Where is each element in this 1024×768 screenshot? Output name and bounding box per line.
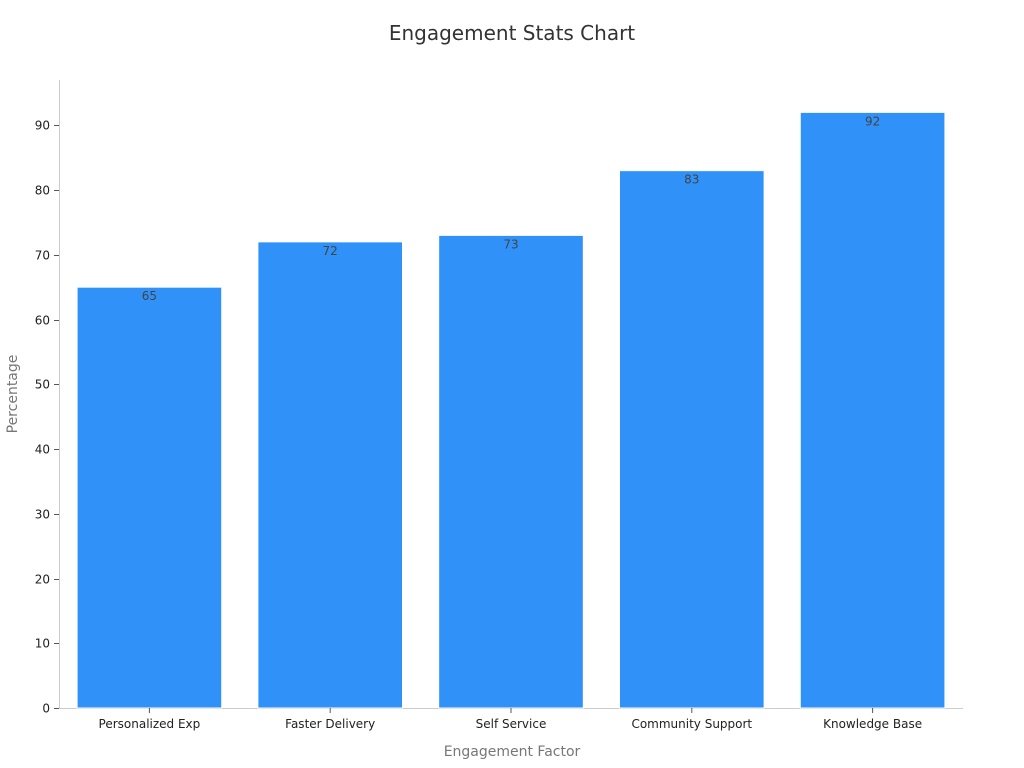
y-tick-label: 80 [35,184,50,198]
bar [618,170,765,709]
y-tick-label: 30 [35,508,50,522]
x-tick-label: Community Support [631,717,752,731]
y-tick-label: 10 [35,637,50,651]
bar-value-label: 73 [503,237,518,251]
y-tick-label: 60 [35,314,50,328]
y-tick-label: 0 [42,702,50,716]
bar [799,111,946,709]
x-tick-label: Faster Delivery [285,717,375,731]
y-ticks: 0 10 20 30 40 50 60 70 80 90 [35,119,59,716]
x-tick-label: Knowledge Base [823,717,922,731]
y-tick-label: 20 [35,573,50,587]
bar [76,286,223,709]
y-tick-label: 70 [35,249,50,263]
y-tick-label: 40 [35,443,50,457]
y-tick-label: 90 [35,119,50,133]
y-tick-label: 50 [35,378,50,392]
bar-value-label: 72 [323,244,338,258]
x-axis-label: Engagement Factor [444,744,581,760]
bar-value-label: 65 [142,289,157,303]
bar [438,234,584,709]
bars: 65 72 73 83 92 [76,111,946,709]
x-tick-label: Self Service [476,717,547,731]
chart-title: Engagement Stats Chart [389,21,635,45]
bar-value-label: 83 [684,173,699,187]
x-tick-label: Personalized Exp [99,717,201,731]
bar-value-label: 92 [865,114,880,128]
x-ticks: Personalized Exp Faster Delivery Self Serv… [99,708,922,731]
y-axis-label: Percentage [5,355,21,434]
bar [257,241,404,709]
